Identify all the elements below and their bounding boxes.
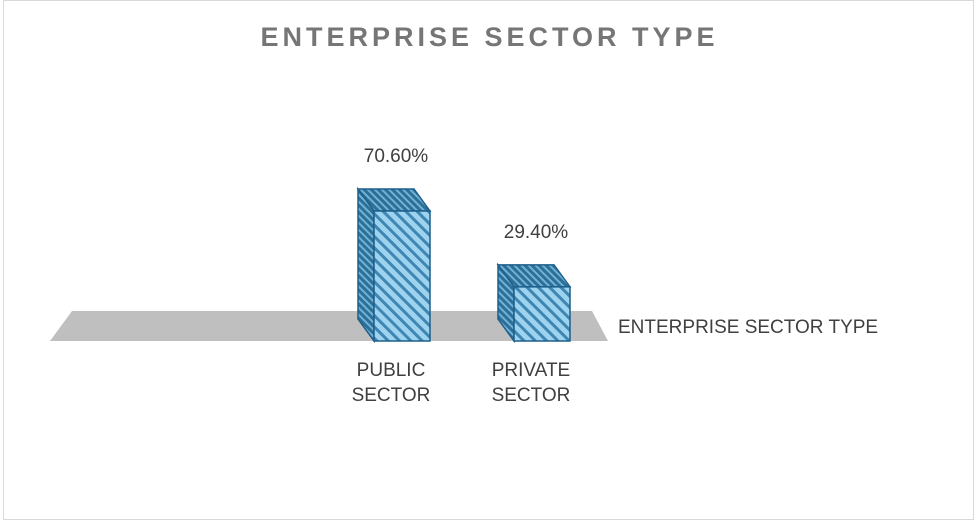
bar-public-sector	[356, 186, 432, 344]
category-label: SECTOR	[352, 385, 431, 406]
chart-floor	[50, 311, 608, 341]
bar-front-face	[513, 286, 571, 342]
data-label: 29.40%	[504, 222, 569, 243]
legend-series-label: ENTERPRISE SECTOR TYPE	[618, 317, 878, 338]
category-label: SECTOR	[492, 385, 571, 406]
data-label: 70.60%	[364, 146, 429, 167]
bar-front-face	[373, 210, 431, 342]
category-label: PUBLIC	[357, 360, 426, 381]
bar-side-face	[357, 186, 375, 344]
category-label: PRIVATE	[492, 360, 570, 381]
bar-private-sector	[496, 262, 572, 344]
chart-frame	[3, 0, 974, 520]
chart-title: ENTERPRISE SECTOR TYPE	[260, 22, 719, 52]
chart-plot: 70.60% PUBLIC SECTOR 29.40% PRIVATE SECTOR ENT…	[50, 146, 878, 406]
